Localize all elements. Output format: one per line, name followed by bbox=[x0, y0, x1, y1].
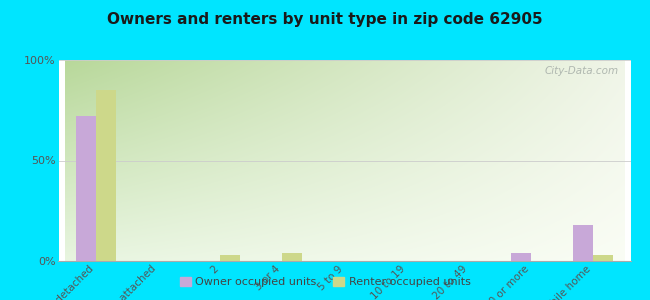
Bar bbox=[220, 255, 240, 261]
Bar bbox=[96, 90, 116, 261]
Text: Owners and renters by unit type in zip code 62905: Owners and renters by unit type in zip c… bbox=[107, 12, 543, 27]
Bar bbox=[593, 255, 613, 261]
Bar bbox=[282, 253, 302, 261]
Bar bbox=[76, 116, 96, 261]
Bar bbox=[511, 253, 531, 261]
Bar bbox=[573, 225, 593, 261]
Legend: Owner occupied units, Renter occupied units: Owner occupied units, Renter occupied un… bbox=[175, 272, 475, 291]
Text: City-Data.com: City-Data.com bbox=[545, 66, 619, 76]
